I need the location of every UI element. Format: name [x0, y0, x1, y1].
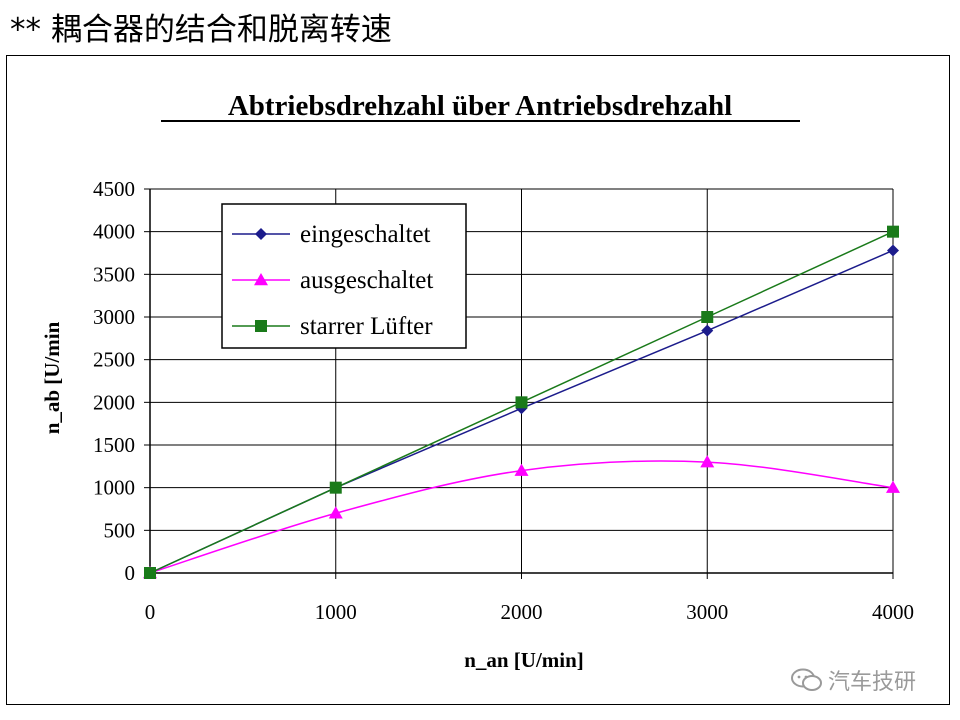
legend-label: eingeschaltet — [300, 221, 431, 248]
legend-marker — [255, 320, 267, 332]
series-ausgeschaltet — [143, 455, 900, 579]
watermark: 汽车技研 — [790, 664, 916, 696]
data-point-ausgeschaltet — [514, 463, 529, 476]
y-tick-label: 500 — [104, 518, 136, 542]
legend-item: ausgeschaltet — [232, 267, 433, 294]
y-axis-label: n_ab [U/min — [40, 321, 64, 434]
x-tick-label: 3000 — [686, 600, 728, 624]
data-point-starrer-l-fter — [701, 311, 714, 323]
y-tick-label: 4000 — [93, 220, 135, 244]
watermark-text: 汽车技研 — [828, 670, 917, 695]
y-tick-label: 0 — [125, 561, 136, 585]
legend-item: starrer Lüfter — [232, 313, 433, 340]
x-tick-label: 4000 — [872, 600, 914, 624]
y-tick-label: 3500 — [93, 262, 135, 286]
series-layer — [143, 225, 900, 579]
series-starrer-l-fter — [144, 225, 899, 579]
chart-frame: Abtriebsdrehzahl über Antriebsdrehzahl 0… — [6, 55, 950, 705]
data-point-ausgeschaltet — [886, 480, 900, 493]
y-tick-label: 3000 — [93, 305, 135, 329]
y-tick-label: 1500 — [93, 433, 135, 457]
data-point-ausgeschaltet — [328, 506, 343, 519]
data-point-eingeschaltet — [701, 324, 714, 337]
x-tick-label: 1000 — [315, 600, 357, 624]
y-tick-label: 1000 — [93, 476, 135, 500]
x-tick-label: 0 — [145, 600, 156, 624]
axes-layer — [144, 188, 894, 579]
legend-label: starrer Lüfter — [300, 313, 433, 340]
legend-label: ausgeschaltet — [300, 267, 433, 294]
y-tick-label: 2000 — [93, 390, 135, 414]
chart-title-group: Abtriebsdrehzahl über Antriebsdrehzahl — [161, 90, 800, 122]
legend: eingeschaltet ausgeschaltet starrer Lüfter — [221, 203, 467, 349]
data-point-starrer-l-fter — [144, 567, 156, 579]
line-chart: Abtriebsdrehzahl über Antriebsdrehzahl 0… — [40, 90, 914, 672]
data-point-starrer-l-fter — [515, 396, 528, 409]
x-axis-label: n_an [U/min] — [464, 648, 584, 672]
data-point-starrer-l-fter — [887, 225, 899, 238]
slide-heading: ** 耦合器的结合和脱离转速 — [10, 12, 392, 48]
x-tick-label: 2000 — [501, 600, 543, 624]
chart-title: Abtriebsdrehzahl über Antriebsdrehzahl — [228, 90, 732, 122]
data-point-ausgeschaltet — [700, 455, 715, 468]
data-point-eingeschaltet — [887, 244, 899, 257]
tick-labels: 0 500 1000 1500 2000 2500 3000 3500 4000 4500 0 100… — [93, 177, 914, 624]
legend-marker — [254, 273, 268, 286]
legend-item: eingeschaltet — [232, 221, 431, 248]
data-point-starrer-l-fter — [329, 481, 342, 494]
y-tick-label: 2500 — [93, 348, 135, 372]
wechat-icon — [791, 668, 822, 691]
y-tick-label: 4500 — [93, 177, 135, 201]
legend-marker — [255, 228, 267, 240]
